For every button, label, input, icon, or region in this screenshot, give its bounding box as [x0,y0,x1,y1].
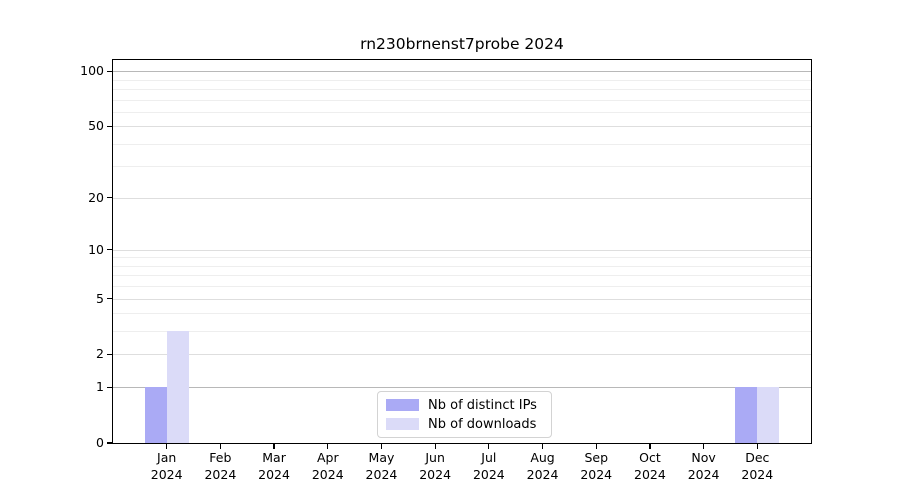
gridline-minor [113,265,811,267]
y-tick-mark [107,353,113,356]
gridline-minor [113,257,811,259]
y-tick-label: 10 [88,241,104,257]
gridline-major [113,126,811,128]
x-tick-mark [166,443,168,449]
x-tick-label: Feb 2024 [204,450,237,482]
x-tick-mark [273,443,275,449]
x-tick-label: Jul 2024 [472,450,505,482]
x-tick-mark [434,443,436,449]
chart-title: rn230brnenst7probe 2024 [360,35,564,53]
gridline-major [113,197,811,199]
gridline-minor [113,79,811,81]
legend: Nb of distinct IPs Nb of downloads [377,391,552,438]
x-tick-label: Mar 2024 [258,450,290,482]
gridline-major [113,387,811,389]
x-tick-mark [703,443,705,449]
x-tick-label: Jan 2024 [150,450,183,482]
y-tick-label: 5 [96,290,104,306]
gridline-major [113,71,811,73]
x-tick-mark [327,443,329,449]
legend-label-downloads: Nb of downloads [428,416,537,432]
gridline-minor [113,275,811,277]
gridline-minor [113,331,811,333]
plot-area [113,60,811,443]
bar-distinct-ips [735,387,758,443]
y-tick-label: 100 [80,63,104,79]
gridline-minor [113,143,811,145]
gridline-major [113,298,811,300]
y-tick-label: 1 [96,379,104,395]
y-tick-mark [107,125,113,127]
y-tick-mark [107,442,113,444]
x-tick-label: Aug 2024 [526,450,559,482]
legend-entry-distinct-ips: Nb of distinct IPs [386,396,551,415]
x-tick-label: Jun 2024 [419,450,452,482]
y-tick-mark [107,70,113,72]
x-tick-mark [595,443,597,449]
legend-entry-downloads: Nb of downloads [386,415,551,434]
bar-downloads [757,387,780,443]
legend-label-distinct-ips: Nb of distinct IPs [428,397,537,413]
x-tick-mark [649,443,651,449]
x-tick-mark [756,443,758,449]
legend-swatch-downloads-icon [386,418,419,430]
x-tick-mark [380,443,383,449]
y-tick-label: 20 [88,189,104,205]
gridline-minor [113,166,811,168]
x-tick-label: Oct 2024 [634,450,666,482]
y-tick-label: 0 [96,435,104,450]
y-tick-label: 2 [96,346,104,362]
x-tick-label: May 2024 [365,450,398,482]
gridline-minor [113,88,811,90]
gridline-minor [113,286,811,288]
gridline-minor [113,111,811,113]
legend-swatch-distinct-ips-icon [386,399,419,411]
x-tick-mark [488,443,490,449]
y-tick-mark [107,386,113,388]
gridline-major [113,249,811,251]
x-tick-label: Nov 2024 [687,450,720,482]
y-tick-label: 50 [88,118,104,134]
y-tick-mark [107,249,113,251]
x-tick-label: Dec 2024 [741,450,774,482]
bar-distinct-ips [144,387,167,443]
x-tick-mark [219,443,221,449]
x-tick-label: Sep 2024 [580,450,613,482]
y-tick-mark [107,298,113,300]
gridline-minor [113,313,811,315]
bar-downloads [166,331,189,443]
x-tick-label: Apr 2024 [311,450,344,482]
gridline-minor [113,99,811,101]
x-tick-mark [541,443,544,449]
gridline-major [113,354,811,356]
y-tick-mark [107,197,113,199]
